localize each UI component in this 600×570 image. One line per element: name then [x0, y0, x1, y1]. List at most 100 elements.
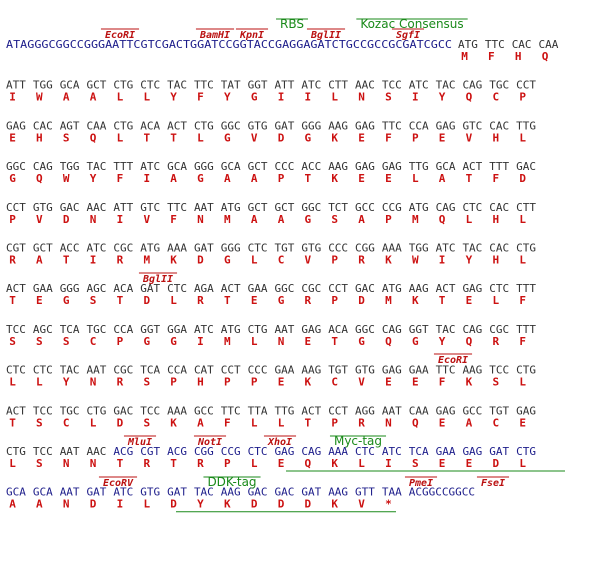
codon: ACC	[60, 242, 80, 255]
amino-acid: M	[224, 335, 231, 348]
amino-acid: S	[36, 457, 43, 470]
codon: CCT	[328, 404, 348, 417]
amino-acid: A	[36, 254, 43, 267]
codon: GAA	[275, 364, 295, 377]
codon: GAG	[382, 160, 402, 173]
codon: GGG	[194, 160, 214, 173]
amino-acid: A	[466, 416, 473, 429]
amino-acid: H	[492, 131, 499, 144]
amino-acid: A	[251, 172, 258, 185]
codon: GAC	[516, 160, 536, 173]
codon: AAT	[60, 486, 80, 499]
codon: ACT	[6, 282, 26, 295]
codon: CGC	[113, 364, 133, 377]
amino-acid: I	[305, 91, 312, 104]
codon: TAC	[194, 486, 214, 499]
codon: GCT	[248, 201, 268, 214]
codon: CCG	[221, 445, 241, 458]
amino-acid: Q	[542, 50, 549, 63]
codon: GCC	[194, 404, 214, 417]
amino-acid: K	[466, 376, 473, 389]
amino-acid: T	[439, 294, 446, 307]
amino-acid: Q	[90, 131, 97, 144]
codon: GAC	[248, 486, 268, 499]
codon: TAA	[382, 486, 402, 499]
amino-acid: D	[278, 131, 285, 144]
codon: TTA	[248, 404, 268, 417]
amino-acid: L	[466, 213, 473, 226]
codon: CGG	[355, 242, 375, 255]
amino-acid: A	[439, 172, 446, 185]
amino-acid: L	[251, 254, 258, 267]
enzyme-site: BamHI	[199, 30, 230, 41]
feature-label: RBS	[280, 17, 304, 31]
codon: CTG	[113, 79, 133, 92]
codon: GAT	[194, 242, 214, 255]
codon: TTT	[516, 323, 536, 336]
enzyme-site: XhoI	[267, 437, 292, 448]
amino-acid: Y	[170, 91, 177, 104]
codon: GTC	[462, 119, 482, 132]
amino-acid: T	[224, 294, 231, 307]
amino-acid: L	[90, 416, 97, 429]
codon: ACG	[167, 445, 187, 458]
amino-acid: L	[519, 213, 526, 226]
amino-acid: L	[519, 457, 526, 470]
codon: CAA	[539, 38, 559, 51]
codon: GGC	[221, 119, 241, 132]
codon: TTC	[221, 404, 241, 417]
amino-acid: E	[519, 416, 526, 429]
codon: ACA	[113, 282, 133, 295]
codon: CTG	[6, 445, 26, 458]
amino-acid: S	[492, 376, 499, 389]
amino-acid: S	[143, 376, 150, 389]
amino-acid: T	[170, 131, 177, 144]
codon: CCT	[6, 201, 26, 214]
amino-acid: E	[278, 376, 285, 389]
codon: GTG	[33, 201, 53, 214]
codon: CCA	[113, 323, 133, 336]
codon: CCG	[382, 201, 402, 214]
codon: TCC	[33, 404, 53, 417]
codon: GCC	[462, 404, 482, 417]
codon: TGT	[275, 242, 295, 255]
codon: CTG	[194, 119, 214, 132]
amino-acid: F	[519, 335, 526, 348]
codon: GGC	[6, 160, 26, 173]
amino-acid: F	[519, 294, 526, 307]
codon: GCT	[248, 160, 268, 173]
codon: TCT	[328, 201, 348, 214]
codon: CTC	[355, 445, 375, 458]
codon: AAT	[60, 445, 80, 458]
amino-acid: P	[331, 294, 338, 307]
codon: AAT	[382, 404, 402, 417]
amino-acid: T	[143, 131, 150, 144]
codon: GAG	[301, 323, 321, 336]
codon: CCC	[275, 160, 295, 173]
amino-acid: E	[412, 376, 419, 389]
amino-acid: D	[90, 498, 97, 511]
amino-acid: N	[63, 498, 70, 511]
codon: GTG	[248, 119, 268, 132]
codon: CGC	[113, 242, 133, 255]
amino-acid: D	[197, 254, 204, 267]
amino-acid: E	[466, 294, 473, 307]
codon: CAC	[33, 119, 53, 132]
amino-acid: P	[170, 376, 177, 389]
amino-acid: H	[36, 131, 43, 144]
codon: CTG	[516, 364, 536, 377]
codon: TTG	[516, 119, 536, 132]
vector-sequence: ATAGGGCGGCCGGGAATTCGTCGACTGGATCCGGTACCGA…	[6, 38, 452, 51]
codon: GTG	[355, 364, 375, 377]
codon: GGG	[60, 282, 80, 295]
amino-acid: N	[90, 457, 97, 470]
codon: GTT	[355, 486, 375, 499]
codon: GCA	[33, 486, 53, 499]
amino-acid: K	[331, 498, 338, 511]
codon: ACA	[140, 119, 160, 132]
codon: GAC	[113, 404, 133, 417]
amino-acid: L	[251, 335, 258, 348]
amino-acid: P	[412, 131, 419, 144]
codon: ACT	[462, 160, 482, 173]
